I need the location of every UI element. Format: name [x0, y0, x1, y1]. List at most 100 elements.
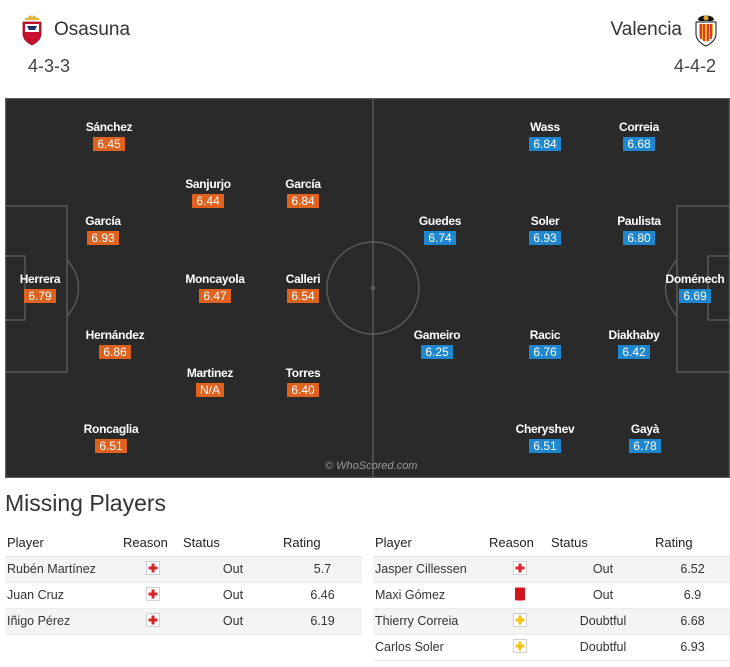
- home-player-moncayola[interactable]: Moncayola 6.47: [170, 272, 260, 305]
- away-player-domenech[interactable]: Doménech 6.69: [650, 272, 730, 305]
- header-rating: Rating: [655, 530, 730, 557]
- missing-player-name[interactable]: Carlos Soler: [373, 634, 489, 661]
- player-rating: N/A: [195, 383, 224, 397]
- header-status: Status: [551, 530, 655, 557]
- injury-cross-icon: [146, 586, 160, 604]
- home-player-martinez[interactable]: Martinez N/A: [165, 366, 255, 399]
- away-player-cheryshev[interactable]: Cheryshev 6.51: [500, 422, 590, 455]
- missing-rating: 6.93: [655, 634, 730, 661]
- missing-status: Out: [551, 556, 655, 583]
- home-player-sanchez[interactable]: Sánchez 6.45: [64, 120, 154, 153]
- player-rating: 6.44: [192, 194, 224, 208]
- header-player: Player: [373, 530, 489, 557]
- player-rating: 6.42: [618, 345, 650, 359]
- player-rating: 6.68: [623, 137, 655, 151]
- missing-status: Out: [183, 608, 283, 635]
- missing-rating: 6.68: [655, 608, 730, 635]
- home-team-header: Osasuna 4-3-3: [20, 12, 130, 82]
- player-name: Cheryshev: [515, 422, 575, 436]
- missing-player-name[interactable]: Thierry Correia: [373, 608, 489, 635]
- missing-rating: 6.52: [655, 556, 730, 583]
- doubtful-injury-icon: [513, 638, 527, 656]
- away-team-header: Valencia 4-4-2: [611, 12, 720, 82]
- header-player: Player: [5, 530, 123, 557]
- player-rating: 6.86: [99, 345, 131, 359]
- player-rating: 6.51: [529, 439, 561, 453]
- missing-players-title: Missing Players: [5, 490, 167, 516]
- player-name: García: [85, 214, 121, 228]
- player-name: Doménech: [665, 272, 725, 286]
- home-player-calleri[interactable]: Calleri 6.54: [258, 272, 348, 305]
- home-team-name[interactable]: Osasuna: [54, 19, 131, 40]
- player-name: Hernández: [85, 328, 145, 342]
- away-player-guedes[interactable]: Guedes 6.74: [395, 214, 485, 247]
- table-row: Jasper Cillessen Out 6.52: [373, 556, 730, 583]
- missing-player-name[interactable]: Iñigo Pérez: [5, 608, 123, 635]
- header-reason: Reason: [123, 530, 183, 557]
- pitch-lines: [5, 98, 730, 478]
- missing-player-name[interactable]: Juan Cruz: [5, 582, 123, 609]
- missing-rating: 6.9: [655, 582, 730, 609]
- away-player-soler[interactable]: Soler 6.93: [500, 214, 590, 247]
- table-row: Rubén Martínez Out 5.7: [5, 556, 362, 583]
- missing-status: Out: [183, 582, 283, 609]
- missing-rating: 6.19: [283, 608, 362, 635]
- player-name: Racic: [529, 328, 561, 342]
- injury-cross-icon: [146, 560, 160, 578]
- table-row: Maxi Gómez Out 6.9: [373, 582, 730, 609]
- player-rating: 6.45: [93, 137, 125, 151]
- home-player-sanjurjo[interactable]: Sanjurjo 6.44: [163, 177, 253, 210]
- player-rating: 6.40: [287, 383, 319, 397]
- player-rating: 6.47: [199, 289, 231, 303]
- away-player-gameiro[interactable]: Gameiro 6.25: [392, 328, 482, 361]
- whoscored-watermark: © WhoScored.com: [325, 460, 418, 472]
- away-player-correia[interactable]: Correia 6.68: [594, 120, 684, 153]
- player-rating: 6.76: [529, 345, 561, 359]
- home-player-garcia-mid[interactable]: García 6.84: [258, 177, 348, 210]
- player-name: Soler: [530, 214, 560, 228]
- player-name: Wass: [530, 120, 560, 134]
- home-player-torres[interactable]: Torres 6.40: [258, 366, 348, 399]
- valencia-crest-icon[interactable]: [692, 12, 720, 48]
- player-rating: 6.93: [87, 231, 119, 245]
- injury-cross-icon: [146, 612, 160, 630]
- player-name: Herrera: [19, 272, 61, 286]
- away-formation: 4-4-2: [673, 56, 716, 76]
- player-name: Gameiro: [413, 328, 461, 342]
- table-row: Carlos Soler Doubtful 6.93: [373, 634, 730, 661]
- header-rating: Rating: [283, 530, 362, 557]
- missing-player-name[interactable]: Maxi Gómez: [373, 582, 489, 609]
- missing-status: Out: [183, 556, 283, 583]
- player-rating: 6.69: [679, 289, 711, 303]
- home-player-herrera[interactable]: Herrera 6.79: [5, 272, 85, 305]
- away-player-wass[interactable]: Wass 6.84: [500, 120, 590, 153]
- player-name: Sánchez: [85, 120, 133, 134]
- away-player-paulista[interactable]: Paulista 6.80: [594, 214, 684, 247]
- home-player-garcia-def[interactable]: García 6.93: [58, 214, 148, 247]
- home-player-hernandez[interactable]: Hernández 6.86: [70, 328, 160, 361]
- away-team-name[interactable]: Valencia: [610, 19, 682, 40]
- missing-rating: 5.7: [283, 556, 362, 583]
- away-missing-table: Player Reason Status Rating Jasper Cille…: [373, 530, 730, 661]
- table-row: Juan Cruz Out 6.46: [5, 582, 362, 609]
- injury-cross-icon: [513, 560, 527, 578]
- player-name: Calleri: [285, 272, 321, 286]
- table-row: Iñigo Pérez Out 6.19: [5, 608, 362, 635]
- missing-status: Out: [551, 582, 655, 609]
- missing-rating: 6.46: [283, 582, 362, 609]
- player-rating: 6.51: [95, 439, 127, 453]
- away-player-gaya[interactable]: Gayà 6.78: [600, 422, 690, 455]
- home-formation: 4-3-3: [28, 56, 71, 76]
- header-reason: Reason: [489, 530, 551, 557]
- formation-pitch: Sánchez 6.45 Sanjurjo 6.44 García 6.84 G…: [5, 98, 730, 478]
- away-player-racic[interactable]: Racic 6.76: [500, 328, 590, 361]
- home-player-roncaglia[interactable]: Roncaglia 6.51: [66, 422, 156, 455]
- osasuna-crest-icon[interactable]: [20, 14, 44, 46]
- missing-player-name[interactable]: Rubén Martínez: [5, 556, 123, 583]
- missing-player-name[interactable]: Jasper Cillessen: [373, 556, 489, 583]
- missing-status: Doubtful: [551, 608, 655, 635]
- away-player-diakhaby[interactable]: Diakhaby 6.42: [589, 328, 679, 361]
- player-name: Guedes: [418, 214, 462, 228]
- player-rating: 6.78: [629, 439, 661, 453]
- player-name: Paulista: [617, 214, 661, 228]
